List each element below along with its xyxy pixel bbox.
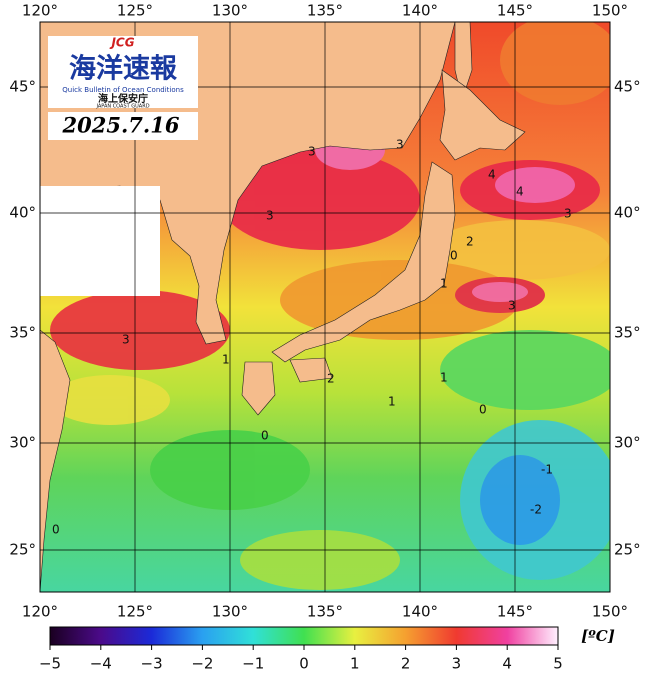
lon-label: 130° [212,603,248,621]
lat-label: 35° [9,324,36,342]
contour-label: 2 [327,372,335,386]
contour-label: 3 [266,209,274,223]
colorbar-tick-label: −2 [191,655,213,673]
colorbar-tick-label: −5 [39,655,61,673]
lat-label: 25° [614,541,641,559]
colorbar-tick-label: 3 [452,655,462,673]
lat-label: 40° [9,204,36,222]
contour-label: 1 [440,277,448,291]
colorbar-tick-label: −1 [242,655,264,673]
contour-label: 0 [52,523,60,537]
logo-box [48,36,198,108]
colorbar: [ºC] −5 −4 −3 −2 −1 0 1 2 3 4 5 [39,626,615,673]
contour-label: 3 [308,145,316,159]
lon-label: 120° [22,603,58,621]
lon-label: 150° [592,603,628,621]
lat-label: 45° [614,78,641,96]
lat-label: 25° [9,541,36,559]
date-box [48,112,198,140]
colorbar-ticks: −5 −4 −3 −2 −1 0 1 2 3 4 5 [39,645,563,673]
contour-label: -1 [541,463,553,477]
lat-label: 30° [614,434,641,452]
contour-label: -2 [530,503,542,517]
colorbar-tick-label: 0 [299,655,309,673]
lon-label: 135° [307,603,343,621]
no-data [40,186,160,296]
logo-title: 海洋速報 [69,53,178,85]
contour-label: 2 [466,235,474,249]
contour-label: 0 [479,403,487,417]
contour-labels: 3 3 3 4 4 3 2 0 1 3 3 2 1 1 1 0 0 -1 -2 … [52,138,572,537]
contour-label: 0 [450,249,458,263]
contour-label: 3 [564,207,572,221]
lon-label: 145° [497,2,533,20]
colorbar-tick-label: −3 [141,655,163,673]
lon-label: 150° [592,2,628,20]
contour-label: 1 [440,371,448,385]
colorbar-tick-label: −4 [90,655,112,673]
logo-agency: 海上保安庁 [98,92,148,105]
date: 2025.7.16 [62,113,180,138]
colorbar-tick-label: 1 [350,655,360,673]
contour-label: 4 [488,168,496,182]
lat-label: 45° [9,78,36,96]
lon-label: 130° [212,2,248,20]
logo-agency-en: JAPAN COAST GUARD [95,104,149,110]
map-frame [39,21,611,593]
contour-label: 3 [508,299,516,313]
lon-label: 140° [402,603,438,621]
contour-label: 3 [122,333,130,347]
lat-label: 40° [614,204,641,222]
lon-label: 125° [117,2,153,20]
lon-label: 135° [307,2,343,20]
sst-patches [50,22,610,590]
contour-label: 3 [396,138,404,152]
colorbar-tick-label: 2 [401,655,411,673]
logo-subtitle: Quick Bulletin of Ocean Conditions [62,86,184,94]
contour-label: 1 [222,353,230,367]
colorbar-scale [49,626,559,646]
colorbar-tick-label: 5 [553,655,563,673]
lon-label: 145° [497,603,533,621]
logo: JCG 海洋速報 Quick Bulletin of Ocean Conditi… [48,36,198,140]
lon-label: 125° [117,603,153,621]
lat-label: 35° [614,324,641,342]
axis-labels: 120°120°125°125°130°130°135°135°140°140°… [9,2,640,621]
lat-label: 30° [9,434,36,452]
contour-label: 1 [388,395,396,409]
contour-label: 0 [261,429,269,443]
logo-mark: JCG [109,36,134,50]
contour-label: 4 [516,185,524,199]
colorbar-unit: [ºC] [581,627,615,645]
lon-label: 140° [402,2,438,20]
colorbar-tick-label: 4 [502,655,512,673]
lon-label: 120° [22,2,58,20]
